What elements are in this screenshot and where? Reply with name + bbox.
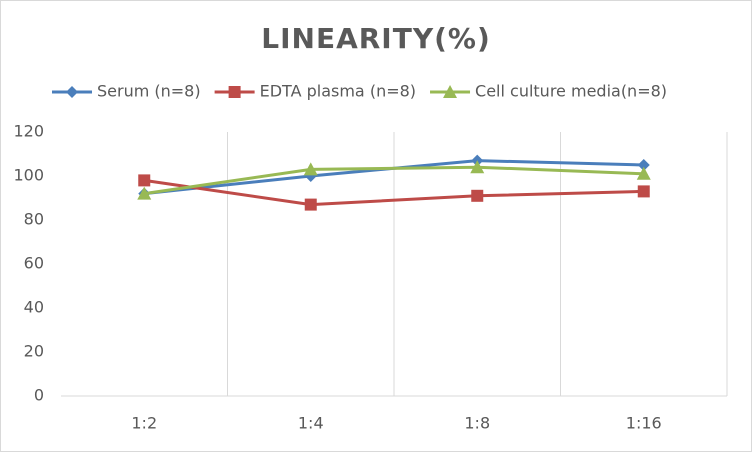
y-tick-label: 80 [24, 210, 44, 229]
marker [637, 185, 650, 198]
series-line [144, 178, 644, 207]
marker [471, 189, 484, 202]
marker [228, 86, 241, 98]
marker [636, 166, 651, 180]
legend-label: EDTA plasma (n=8) [260, 82, 416, 101]
legend-label: Cell culture media(n=8) [475, 82, 667, 101]
y-tick-label: 120 [13, 122, 44, 141]
marker [637, 159, 650, 171]
y-tick-label: 0 [34, 386, 44, 405]
y-tick-label: 20 [24, 342, 44, 361]
legend-label: Serum (n=8) [97, 82, 201, 101]
series-line [144, 165, 644, 196]
marker [304, 198, 317, 211]
marker [66, 86, 78, 98]
y-tick-label: 40 [24, 298, 44, 317]
x-tick-label: 1:16 [626, 414, 662, 433]
marker [443, 85, 458, 98]
x-tick-label: 1:8 [464, 414, 490, 433]
y-tick-label: 60 [24, 254, 44, 273]
marker [138, 174, 151, 187]
x-tick-label: 1:4 [298, 414, 324, 433]
chart-title: LINEARITY(%) [261, 22, 491, 55]
marker [137, 186, 152, 200]
marker [303, 162, 318, 176]
marker [470, 160, 485, 174]
y-tick-label: 100 [13, 166, 44, 185]
x-tick-label: 1:2 [131, 414, 157, 433]
